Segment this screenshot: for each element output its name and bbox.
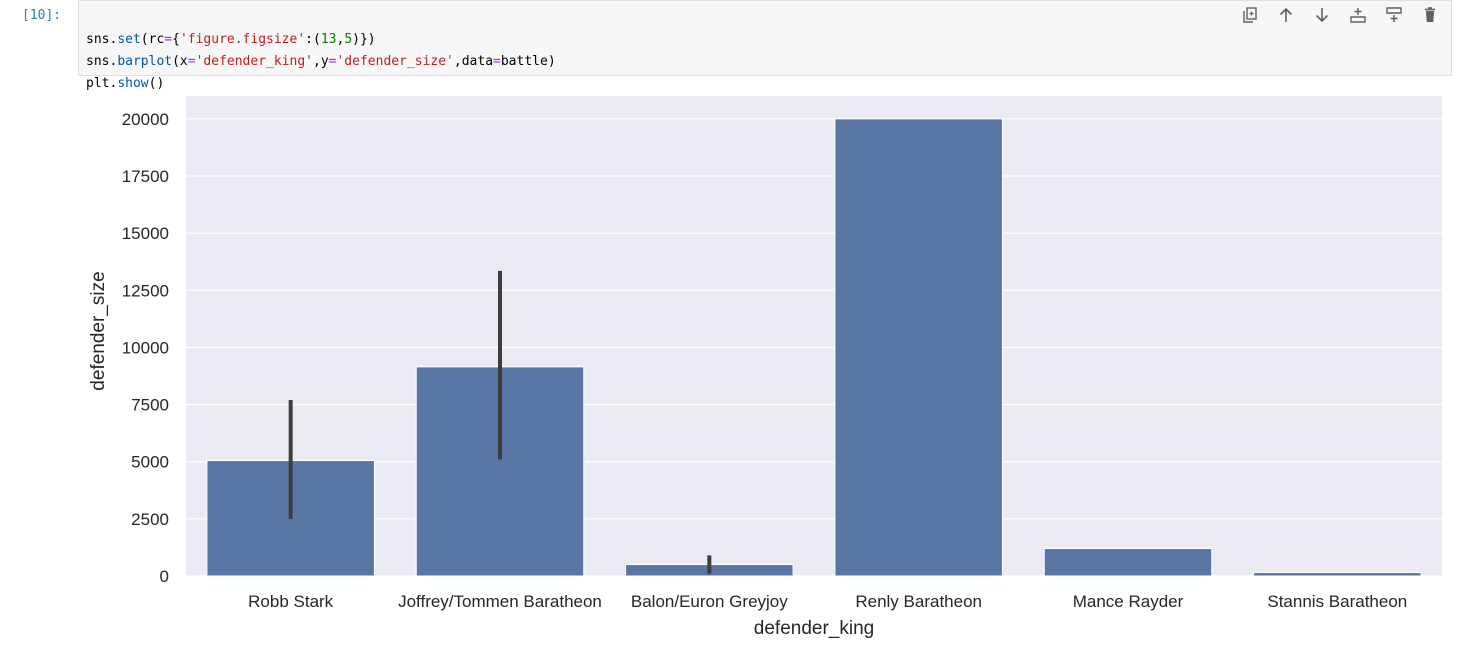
gridlines <box>186 118 1442 577</box>
x-tick-label: Robb Stark <box>248 592 334 611</box>
y-tick-label: 7500 <box>131 396 169 415</box>
bar-chart: 0 2500 5000 7500 10000 12500 15000 17500 20000 R… <box>88 96 1442 639</box>
y-tick-labels: 0 2500 5000 7500 10000 12500 15000 17500 20000 <box>122 110 169 586</box>
y-tick-label: 10000 <box>122 338 169 357</box>
copy-icon[interactable] <box>1240 5 1260 25</box>
x-tick-labels: Robb Stark Joffrey/Tommen Baratheon Balon/… <box>248 592 1407 611</box>
x-tick-label: Mance Rayder <box>1073 592 1184 611</box>
x-tick-label: Stannis Baratheon <box>1267 592 1407 611</box>
insert-above-icon[interactable] <box>1348 5 1368 25</box>
code-line-3: plt.show() <box>86 76 165 91</box>
y-tick-label: 2500 <box>131 510 169 529</box>
bar <box>834 118 1003 577</box>
cell-toolbar <box>1240 5 1440 25</box>
bar <box>1043 548 1213 577</box>
insert-below-icon[interactable] <box>1384 5 1404 25</box>
bar <box>1253 572 1422 577</box>
x-axis-label: defender_king <box>754 618 874 639</box>
arrow-up-icon[interactable] <box>1276 5 1296 25</box>
y-tick-label: 12500 <box>122 281 169 300</box>
cell-output: 0 2500 5000 7500 10000 12500 15000 17500 20000 R… <box>78 82 1452 656</box>
y-axis-label: defender_size <box>88 271 109 390</box>
code-line-2: sns.barplot(x='defender_king',y='defende… <box>86 54 556 69</box>
x-tick-label: Renly Baratheon <box>855 592 982 611</box>
code-line-1: sns.set(rc={'figure.figsize':(13,5)}) <box>86 32 376 47</box>
y-tick-label: 0 <box>160 567 169 586</box>
code-text[interactable]: sns.set(rc={'figure.figsize':(13,5)}) sn… <box>86 7 556 95</box>
y-tick-label: 17500 <box>122 167 169 186</box>
code-editor[interactable]: sns.set(rc={'figure.figsize':(13,5)}) sn… <box>78 0 1452 91</box>
trash-icon[interactable] <box>1420 5 1440 25</box>
error-bars <box>288 270 712 574</box>
y-tick-label: 20000 <box>122 110 169 129</box>
execution-count: [10]: <box>22 8 62 23</box>
x-tick-label: Joffrey/Tommen Baratheon <box>398 592 602 611</box>
y-tick-label: 15000 <box>122 224 169 243</box>
arrow-down-icon[interactable] <box>1312 5 1332 25</box>
y-tick-label: 5000 <box>131 453 169 472</box>
x-tick-label: Balon/Euron Greyjoy <box>631 592 788 611</box>
